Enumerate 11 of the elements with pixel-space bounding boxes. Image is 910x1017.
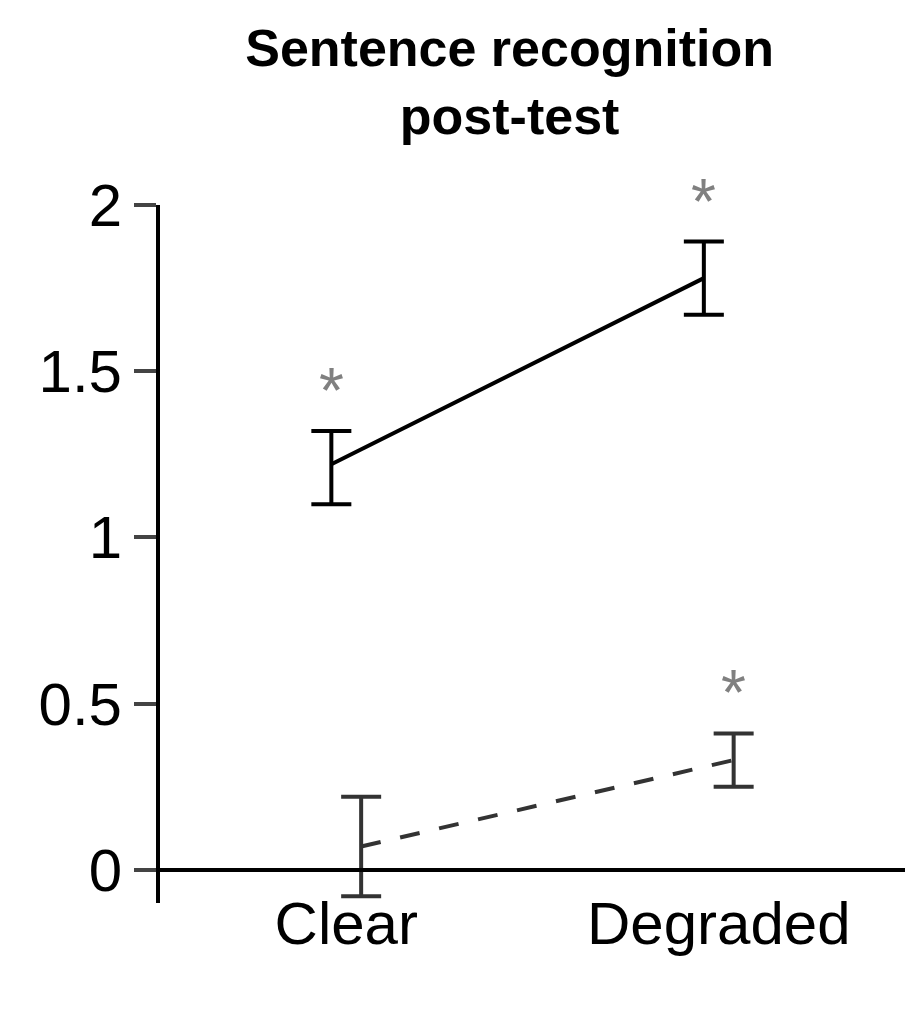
y-tick-label: 1 [88, 504, 122, 572]
y-tick-label: 0.5 [38, 670, 122, 738]
y-tick-label: 2 [88, 172, 122, 239]
x-tick-label: Degraded [586, 889, 851, 957]
annotation: * [691, 166, 716, 238]
x-tick-label: Clear [274, 889, 418, 957]
annotation: * [319, 355, 344, 427]
y-tick-label: 1.5 [38, 338, 122, 406]
chart-title: Sentence recognition post-test [245, 19, 774, 145]
y-tick-label: 0 [88, 836, 122, 904]
annotation: * [721, 657, 746, 729]
